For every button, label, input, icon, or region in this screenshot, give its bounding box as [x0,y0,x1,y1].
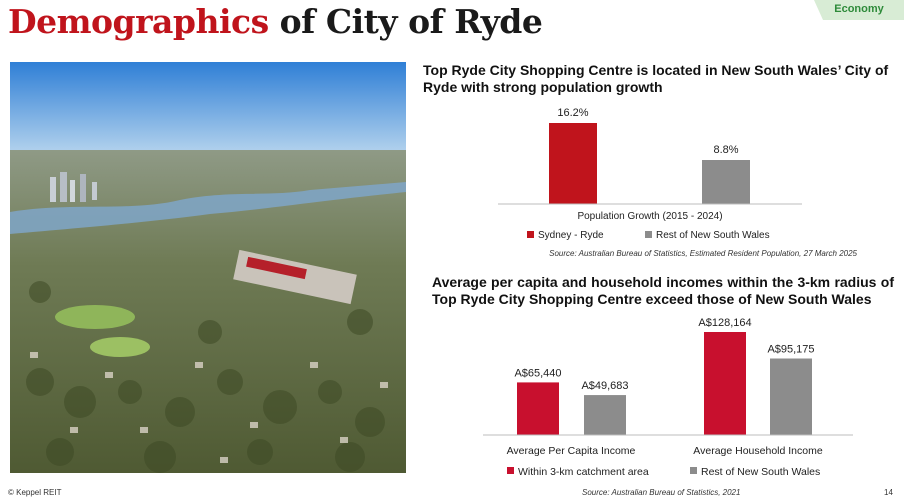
bar-catchment-household [704,332,746,435]
bar-value-label: 16.2% [557,107,588,119]
bar-catchment-per-capita [517,382,559,435]
bar-rest-of-nsw-household [770,358,812,435]
legend-swatch [507,467,514,474]
x-category-label: Population Growth (2015 - 2024) [577,211,722,222]
x-category-label: Average Per Capita Income [507,445,636,457]
bar-rest-of-nsw [702,160,750,204]
legend-swatch [690,467,697,474]
footer-source: Source: Australian Bureau of Statistics,… [582,488,741,497]
page-title-accent: Demographics [8,2,269,41]
bar-value-label: A$95,175 [767,344,814,356]
bar-value-label: A$128,164 [698,317,751,329]
legend-label: Rest of New South Wales [656,230,770,241]
population-chart-heading: Top Ryde City Shopping Centre is located… [423,62,889,95]
bar-rest-of-nsw-per-capita [584,395,626,435]
x-category-label: Average Household Income [693,445,823,457]
legend-label: Within 3-km catchment area [518,466,649,478]
page-title: Demographics of City of Ryde [8,2,543,41]
legend-swatch [527,231,534,238]
bar-value-label: A$65,440 [514,367,561,379]
bar-value-label: 8.8% [713,144,738,156]
legend-swatch [645,231,652,238]
section-tag: Economy [814,0,904,20]
bar-sydney-ryde [549,123,597,204]
aerial-photo [10,62,406,473]
legend-label: Rest of New South Wales [701,466,820,478]
aerial-photo-image [10,62,406,473]
page-number: 14 [884,488,893,497]
income-chart-heading: Average per capita and household incomes… [432,274,894,307]
legend-label: Sydney - Ryde [538,230,604,241]
chart-source: Source: Australian Bureau of Statistics,… [549,249,857,258]
copyright: © Keppel REIT [8,488,62,497]
page-title-rest: of City of Ryde [268,2,543,41]
bar-value-label: A$49,683 [581,380,628,392]
